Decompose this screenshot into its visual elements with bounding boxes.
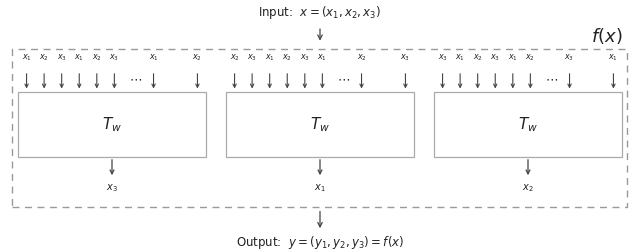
Text: $x_2$: $x_2$ (230, 53, 239, 63)
Text: $x_1$: $x_1$ (508, 53, 518, 63)
Text: $x_1$: $x_1$ (317, 53, 328, 63)
Text: $x_3$: $x_3$ (109, 53, 120, 63)
Text: Input:  $x = (x_1, x_2, x_3)$: Input: $x = (x_1, x_2, x_3)$ (259, 4, 381, 21)
Text: $x_1$: $x_1$ (455, 53, 465, 63)
Text: $x_3$: $x_3$ (106, 182, 118, 193)
Text: $T_w$: $T_w$ (518, 115, 538, 134)
Text: $\cdots$: $\cdots$ (129, 72, 142, 85)
Text: $x_2$: $x_2$ (193, 53, 202, 63)
Text: $x_1$: $x_1$ (609, 53, 618, 63)
Text: $\cdots$: $\cdots$ (545, 72, 558, 85)
Text: $T_w$: $T_w$ (102, 115, 122, 134)
Text: $x_1$: $x_1$ (265, 53, 275, 63)
Text: $x_2$: $x_2$ (522, 182, 534, 193)
Text: Output:  $y = (y_1, y_2, y_3) = f(x)$: Output: $y = (y_1, y_2, y_3) = f(x)$ (236, 234, 404, 249)
Text: $x_3$: $x_3$ (56, 53, 67, 63)
Text: $x_3$: $x_3$ (438, 53, 447, 63)
Text: $x_2$: $x_2$ (39, 53, 49, 63)
Text: $T_w$: $T_w$ (310, 115, 330, 134)
Text: $x_2$: $x_2$ (525, 53, 535, 63)
Text: $x_3$: $x_3$ (300, 53, 310, 63)
Text: $f(x)$: $f(x)$ (591, 26, 622, 46)
Bar (17, 92, 206, 157)
Text: $x_1$: $x_1$ (74, 53, 84, 63)
Text: $x_2$: $x_2$ (356, 53, 367, 63)
Text: $x_3$: $x_3$ (564, 53, 575, 63)
Text: $\cdots$: $\cdots$ (337, 72, 350, 85)
Text: $x_2$: $x_2$ (473, 53, 483, 63)
Text: $x_1$: $x_1$ (22, 53, 31, 63)
Bar (434, 92, 622, 157)
Text: $x_1$: $x_1$ (314, 182, 326, 193)
Bar (12, 49, 627, 207)
Text: $x_1$: $x_1$ (148, 53, 159, 63)
Text: $x_2$: $x_2$ (92, 53, 102, 63)
Text: $x_3$: $x_3$ (490, 53, 500, 63)
Text: $x_3$: $x_3$ (401, 53, 410, 63)
Text: $x_2$: $x_2$ (282, 53, 292, 63)
Text: $x_3$: $x_3$ (247, 53, 257, 63)
Bar (226, 92, 415, 157)
